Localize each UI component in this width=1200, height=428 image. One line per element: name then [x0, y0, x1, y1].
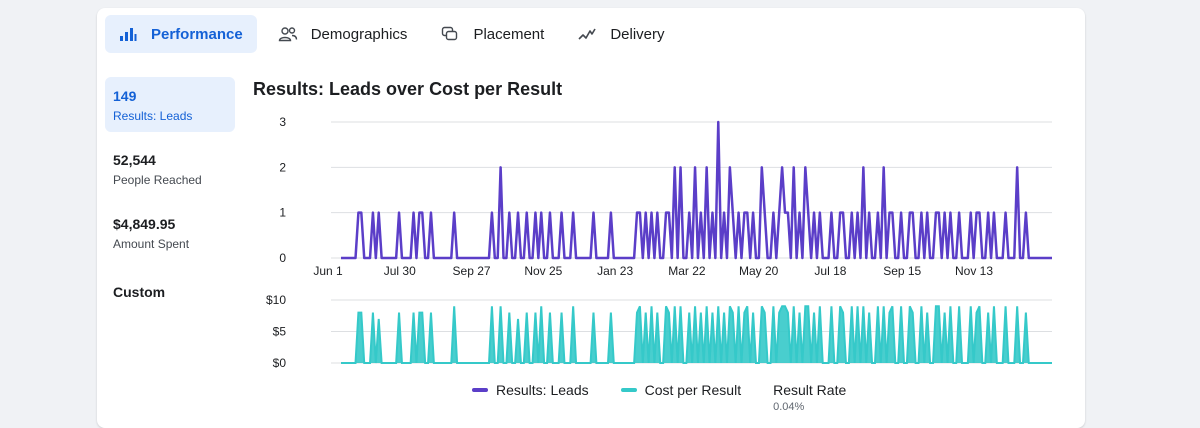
chart-legend: Results: Leads Cost per Result Result Ra…: [472, 382, 846, 413]
x-tick-label: Nov 25: [524, 264, 562, 278]
tab-delivery[interactable]: Delivery: [564, 15, 676, 53]
x-tick-label: Jul 30: [384, 264, 416, 278]
metrics-panel: 149 Results: Leads 52,544 People Reached…: [105, 77, 235, 318]
metric-results-leads[interactable]: 149 Results: Leads: [105, 77, 235, 132]
tab-performance[interactable]: Performance: [105, 15, 257, 53]
metric-label: People Reached: [113, 173, 202, 187]
result-rate-value: 0.04%: [773, 401, 805, 413]
series-line-cost: [341, 305, 1052, 364]
metric-label: Amount Spent: [113, 237, 190, 251]
custom-label: Custom: [113, 284, 166, 300]
tab-placement[interactable]: Placement: [427, 15, 556, 53]
metric-value: 52,544: [113, 152, 156, 168]
legend-item-leads[interactable]: Results: Leads: [472, 382, 589, 398]
people-icon: [277, 23, 299, 45]
tab-demographics[interactable]: Demographics: [265, 15, 420, 53]
tab-label: Demographics: [310, 25, 408, 43]
y-tick-label: 0: [279, 251, 286, 265]
metric-people-reached[interactable]: 52,544 People Reached: [105, 141, 235, 196]
legend-swatch-leads: [472, 388, 488, 392]
y-tick-label: 3: [279, 115, 286, 129]
metric-custom[interactable]: Custom: [105, 269, 235, 309]
metric-label: Results: Leads: [113, 109, 193, 123]
bar-chart-icon: [117, 23, 139, 45]
tab-label: Placement: [473, 25, 545, 43]
metric-value: $4,849.95: [113, 216, 176, 232]
legend-label: Cost per Result: [644, 382, 742, 398]
x-tick-label: Jul 18: [814, 264, 846, 278]
insights-card: Performance Demographics Placement: [97, 8, 1085, 428]
x-tick-label: Mar 22: [668, 264, 706, 278]
delivery-trend-icon: [576, 23, 598, 45]
y-tick-label: 1: [279, 206, 286, 220]
y-tick-label: $10: [266, 293, 286, 307]
metric-value: 149: [113, 88, 137, 104]
metric-amount-spent[interactable]: $4,849.95 Amount Spent: [105, 205, 235, 260]
tab-label: Performance: [151, 25, 243, 43]
tab-label: Delivery: [610, 25, 665, 43]
result-rate-label: Result Rate: [773, 382, 847, 398]
series-line-leads: [341, 120, 1052, 260]
y-tick-label: $0: [273, 356, 287, 370]
x-tick-label: Jan 23: [597, 264, 633, 278]
x-tick-label: May 20: [739, 264, 779, 278]
x-tick-label: Sep 27: [453, 264, 491, 278]
tab-bar: Performance Demographics Placement: [105, 15, 685, 53]
x-tick-label: Jun 1: [313, 264, 343, 278]
chart-title: Results: Leads over Cost per Result: [253, 79, 563, 99]
x-tick-label: Nov 13: [955, 264, 993, 278]
legend-label: Results: Leads: [496, 382, 589, 398]
y-tick-label: $5: [273, 325, 287, 339]
x-tick-label: Sep 15: [883, 264, 921, 278]
legend-result-rate: Result Rate 0.04%: [773, 382, 846, 413]
legend-item-cost[interactable]: Cost per Result: [620, 382, 742, 398]
placement-icon: [439, 23, 461, 45]
legend-swatch-cost: [620, 388, 637, 392]
chart-area: 0 1 2 3 Jun 1 Jul 30 Sep 27 Nov 25 Jan 23 Mar 22 M…: [266, 115, 1052, 370]
y-tick-label: 2: [279, 160, 286, 174]
